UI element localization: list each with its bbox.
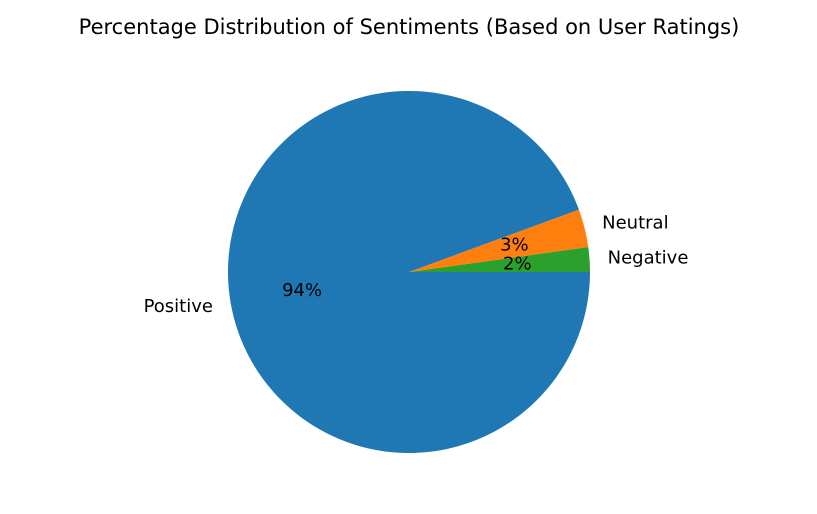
pie-slice-neutral — [409, 209, 589, 272]
pie-slice-negative — [409, 247, 590, 272]
pie-slices — [228, 91, 590, 454]
pie-slice-positive — [228, 91, 590, 454]
pct-label-negative: 2% — [503, 254, 532, 275]
pct-label-positive: 94% — [282, 280, 322, 301]
pct-label-neutral: 3% — [500, 235, 529, 256]
chart-title: Percentage Distribution of Sentiments (B… — [79, 15, 740, 39]
slice-label-positive: Positive — [144, 296, 213, 317]
slice-label-negative: Negative — [608, 247, 689, 268]
slice-label-neutral: Neutral — [602, 213, 668, 234]
pie-labels: Negative 2% Neutral 3% Positive 94% — [144, 213, 689, 317]
